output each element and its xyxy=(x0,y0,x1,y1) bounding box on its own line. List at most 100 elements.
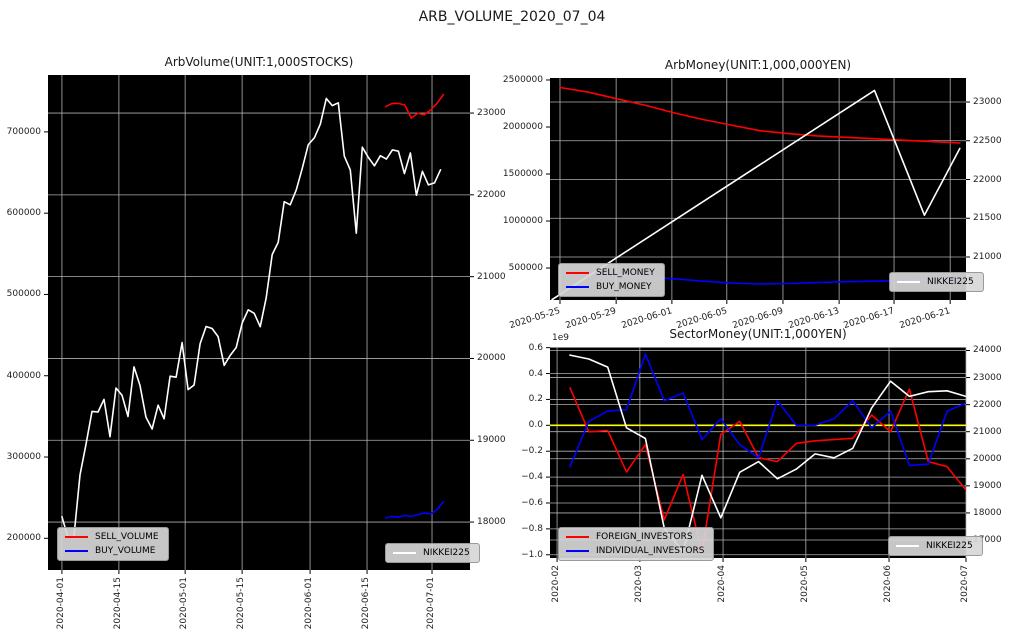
legend-item-label: NIKKEI225 xyxy=(926,541,973,551)
legend-lower-left: SELL_VOLUME BUY_VOLUME xyxy=(57,527,169,561)
y-tick-label-left: 0.0 xyxy=(528,420,543,431)
y-tick-label-left: 1500000 xyxy=(502,169,543,179)
legend-item: BUY_MONEY xyxy=(566,282,655,292)
x-tick-label: 2020-06-15 xyxy=(361,577,372,630)
x-tick-label: 2020-05-15 xyxy=(236,577,247,630)
y-tick-label-right: 21000 xyxy=(973,426,1002,437)
y-tick-label-right: 22500 xyxy=(973,135,1002,146)
plot-svg-0 xyxy=(44,75,474,574)
series-line-nikkei225 xyxy=(61,97,442,538)
legend-line-sample xyxy=(566,272,589,274)
chart-title-arbmoney: ArbMoney(UNIT:1,000,000YEN) xyxy=(664,58,852,72)
y-tick-label-right: 23000 xyxy=(973,372,1002,383)
y-tick-label-right: 22000 xyxy=(477,189,506,200)
legend-line-sample xyxy=(65,550,88,552)
series-line-individual-investors xyxy=(569,353,966,468)
y-tick-label-left: 0.4 xyxy=(528,368,543,379)
legend-line-sample xyxy=(566,286,589,288)
legend-item: FOREIGN_INVESTORS xyxy=(566,532,704,542)
axis-offset-label: 1e9 xyxy=(552,333,569,343)
x-tick-label: 2020-03 xyxy=(633,565,644,603)
y-tick-label-left: 0.6 xyxy=(528,342,543,353)
y-tick-label-left: −1.0 xyxy=(521,549,543,560)
legend-item-label: INDIVIDUAL_INVESTORS xyxy=(596,546,705,556)
y-tick-label-right: 24000 xyxy=(973,345,1002,356)
y-tick-label-left: −0.4 xyxy=(521,472,543,483)
legend-lower-right: NIKKEI225 xyxy=(385,543,480,563)
x-tick-label: 2020-02 xyxy=(551,565,562,603)
legend-item: SELL_MONEY xyxy=(566,268,655,278)
y-tick-label-right: 21000 xyxy=(477,271,506,282)
legend-item-label: SELL_VOLUME xyxy=(95,532,159,542)
y-tick-label-left: 700000 xyxy=(6,126,41,137)
y-tick-label-right: 21000 xyxy=(973,251,1002,262)
y-tick-label-left: 600000 xyxy=(6,208,41,219)
x-tick-label: 2020-05 xyxy=(799,565,810,603)
legend-lower-right: NIKKEI225 xyxy=(888,536,983,556)
y-tick-label-right: 22000 xyxy=(973,399,1002,410)
y-tick-label-right: 17000 xyxy=(973,534,1002,545)
legend-line-sample xyxy=(393,552,416,554)
chart-title-sectormoney: SectorMoney(UNIT:1,000YEN) xyxy=(669,327,847,341)
legend-item: INDIVIDUAL_INVESTORS xyxy=(566,546,704,556)
y-tick-label-left: 200000 xyxy=(6,533,41,544)
y-tick-label-left: −0.8 xyxy=(521,523,543,534)
legend-item: BUY_VOLUME xyxy=(65,546,159,556)
chart-title-arbvolume: ArbVolume(UNIT:1,000STOCKS) xyxy=(164,55,354,69)
y-tick-label-right: 20000 xyxy=(973,453,1002,464)
y-tick-label-left: −0.6 xyxy=(521,497,543,508)
legend-item-label: NIKKEI225 xyxy=(927,277,974,287)
x-tick-label: 2020-07 xyxy=(960,565,970,603)
legend-item-label: BUY_MONEY xyxy=(596,282,652,292)
legend-item: NIKKEI225 xyxy=(393,548,470,558)
series-line-foreign-investors xyxy=(569,386,966,553)
y-tick-label-right: 22000 xyxy=(973,174,1002,185)
y-tick-label-left: 400000 xyxy=(6,370,41,381)
series-line-buy-volume xyxy=(384,500,445,519)
series-line-sell-volume xyxy=(384,93,445,119)
y-tick-label-left: −0.2 xyxy=(521,446,543,457)
x-tick-label: 2020-05-01 xyxy=(179,577,190,630)
y-tick-label-right: 21500 xyxy=(973,213,1002,224)
x-tick-label: 2020-04-15 xyxy=(112,577,123,630)
x-tick-label: 2020-04 xyxy=(717,565,728,603)
y-tick-label-left: 1000000 xyxy=(502,216,543,227)
legend-item: NIKKEI225 xyxy=(897,277,974,287)
legend-line-sample xyxy=(896,545,919,547)
y-tick-label-right: 23000 xyxy=(477,108,506,119)
x-tick-label: 2020-06 xyxy=(883,565,894,603)
y-tick-label-left: 0.2 xyxy=(528,394,543,405)
legend-item: SELL_VOLUME xyxy=(65,532,159,542)
legend-item-label: NIKKEI225 xyxy=(423,548,470,558)
plot-svg-2 xyxy=(546,347,970,562)
y-tick-label-left: 500000 xyxy=(508,263,543,274)
y-tick-label-right: 19000 xyxy=(973,480,1002,491)
x-tick-label: 2020-04-01 xyxy=(55,577,66,630)
legend-line-sample xyxy=(897,281,920,283)
y-tick-label-right: 18000 xyxy=(973,507,1002,518)
y-tick-label-left: 500000 xyxy=(6,289,41,300)
y-tick-label-left: 2000000 xyxy=(502,121,543,132)
legend-line-sample xyxy=(65,536,88,538)
series-line-nikkei225 xyxy=(569,354,966,553)
y-tick-label-left: 2500000 xyxy=(502,74,543,85)
series-line-sell-money xyxy=(559,86,961,144)
legend-item: NIKKEI225 xyxy=(896,541,973,551)
legend-line-sample xyxy=(566,550,589,552)
y-tick-label-right: 18000 xyxy=(477,517,506,528)
y-tick-label-left: 300000 xyxy=(6,452,41,463)
legend-line-sample xyxy=(566,536,589,538)
legend-item-label: SELL_MONEY xyxy=(596,268,655,278)
legend-lower-left: FOREIGN_INVESTORS INDIVIDUAL_INVESTORS xyxy=(558,527,715,561)
legend-item-label: FOREIGN_INVESTORS xyxy=(596,532,693,542)
x-tick-label: 2020-07-01 xyxy=(426,577,437,630)
series-line-nikkei225 xyxy=(551,89,961,300)
y-tick-label-right: 23000 xyxy=(973,97,1002,108)
figure-title: ARB_VOLUME_2020_07_04 xyxy=(418,9,606,25)
legend-lower-right: NIKKEI225 xyxy=(889,272,984,292)
legend-item-label: BUY_VOLUME xyxy=(95,546,156,556)
y-tick-label-right: 20000 xyxy=(477,353,506,364)
plot-area xyxy=(550,347,966,558)
legend-lower-left: SELL_MONEY BUY_MONEY xyxy=(558,263,665,297)
